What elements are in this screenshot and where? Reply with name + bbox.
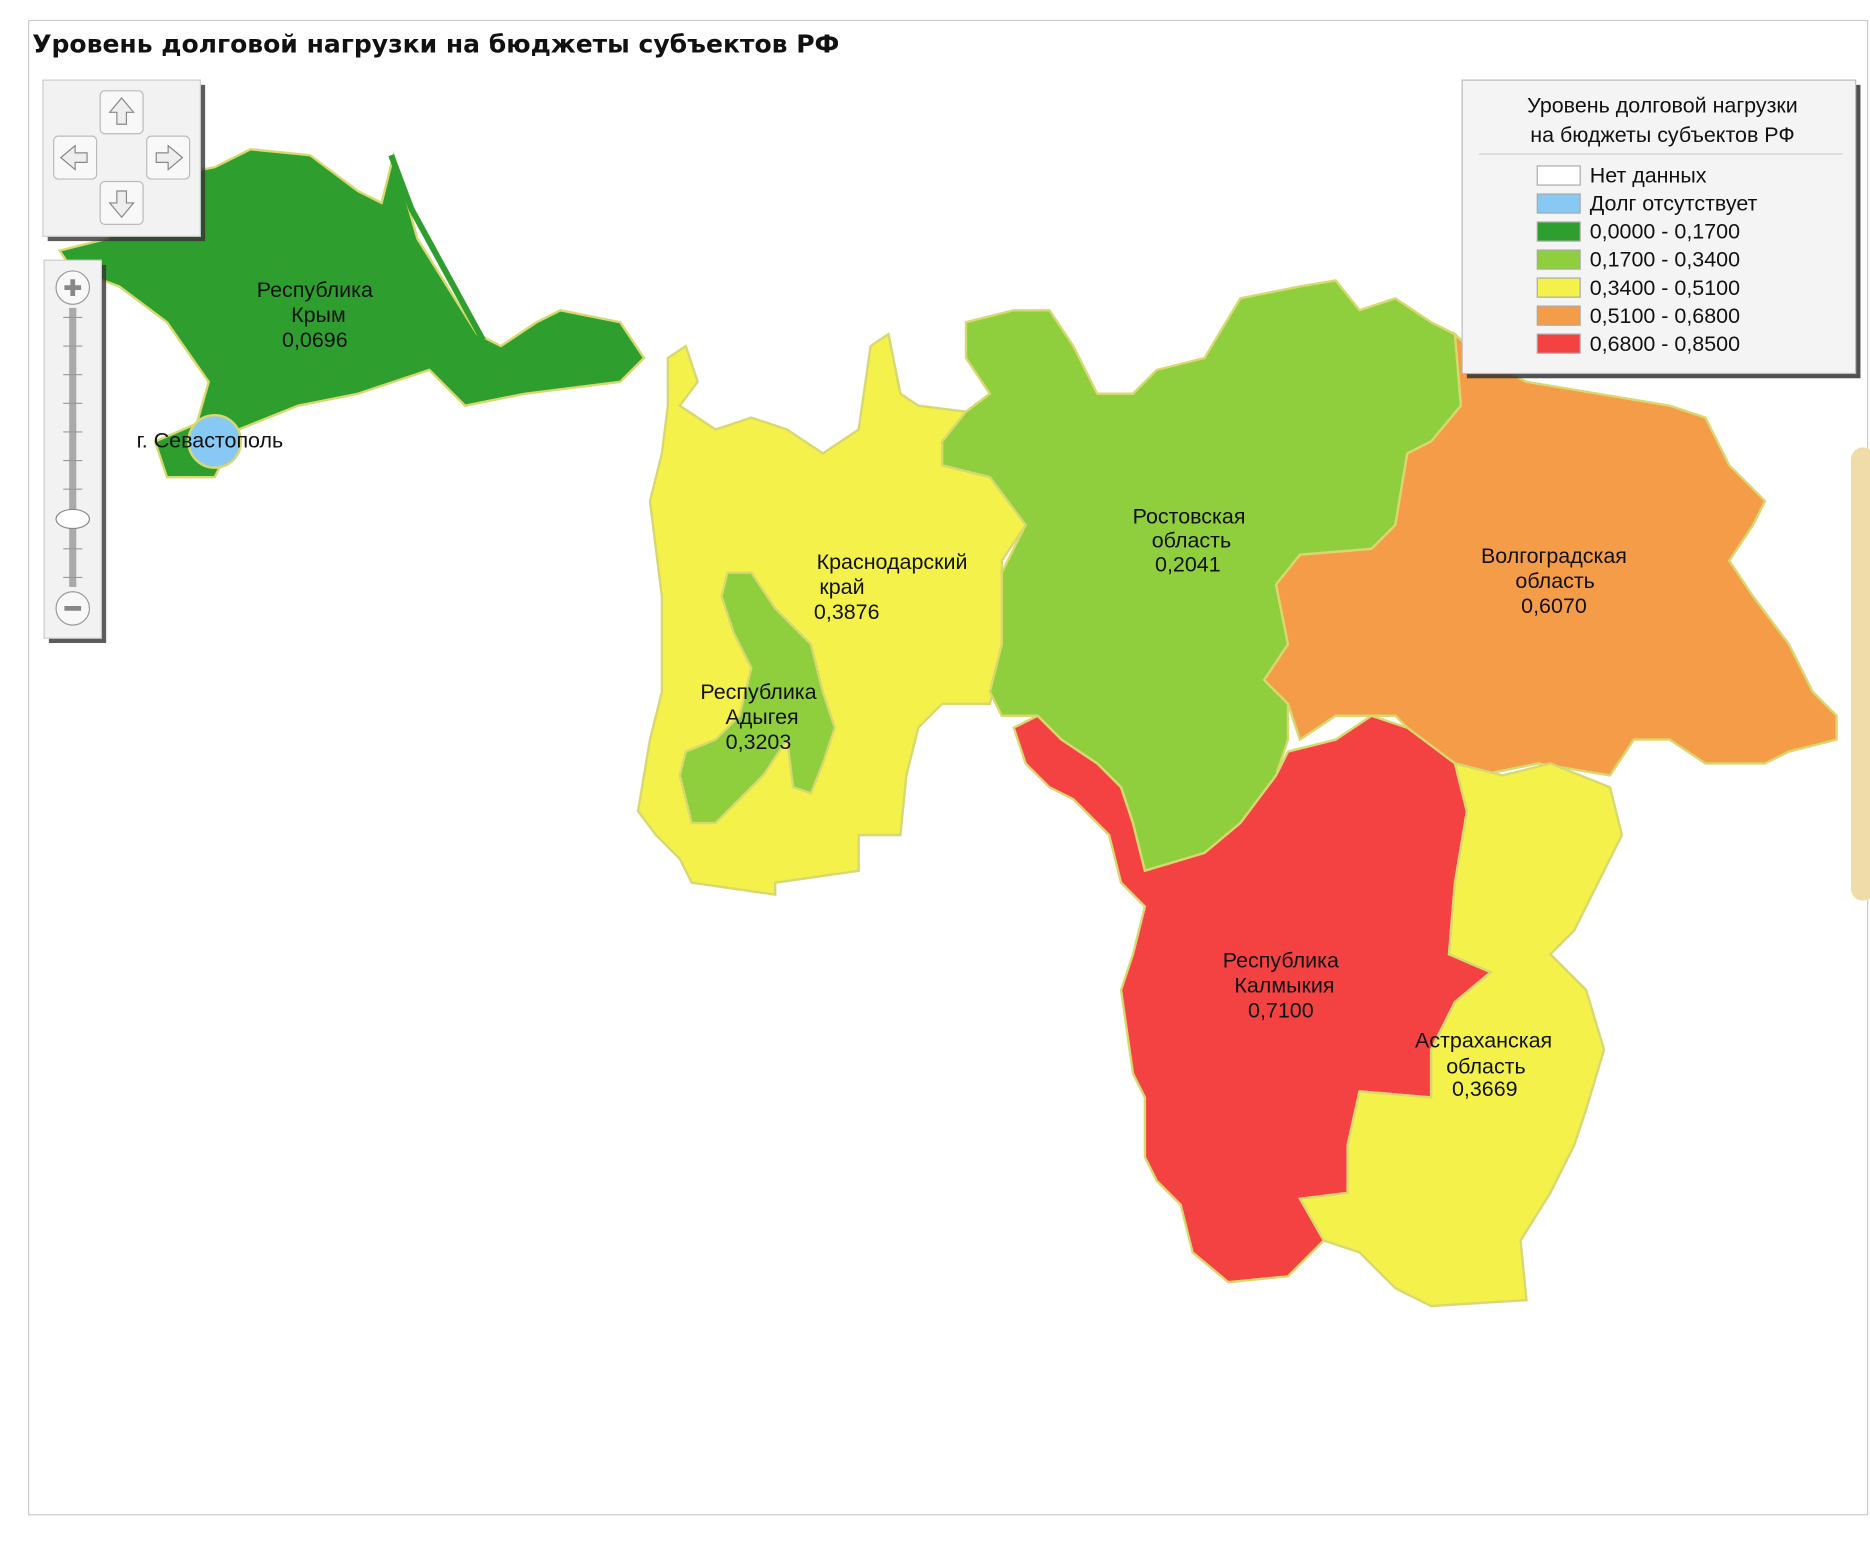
region-name: Калмыкия [1234, 973, 1334, 997]
region[interactable] [1262, 330, 1838, 777]
legend-swatch [1536, 165, 1581, 186]
region-name: Республика [257, 278, 373, 302]
region-labels: Республика Крым 0,0696 г. Севастополь Кр… [137, 278, 1627, 1101]
legend: Уровень долговой нагрузки на бюджеты суб… [1461, 79, 1861, 379]
zoom-control [43, 259, 107, 644]
pan-control [42, 79, 206, 242]
arabat-spit [388, 154, 486, 342]
region[interactable] [678, 571, 837, 825]
region-name: Астраханская [1415, 1028, 1552, 1052]
region-name: г. Севастополь [137, 428, 284, 452]
legend-swatch [1536, 333, 1581, 354]
region-value: 0,3876 [814, 600, 880, 624]
region-name: область [1446, 1055, 1525, 1079]
region[interactable] [1298, 761, 1624, 1308]
page-title: Уровень долговой нагрузки на бюджеты суб… [32, 30, 839, 59]
legend-label: 0,1700 - 0,3400 [1590, 248, 1740, 272]
region-name: Волгоградская [1481, 544, 1627, 568]
region-value: 0,3669 [1452, 1077, 1518, 1101]
region-name: Крым [291, 303, 346, 327]
legend-label: Долг отсутствует [1590, 192, 1758, 216]
legend-box [1461, 79, 1857, 375]
legend-label: Нет данных [1590, 164, 1707, 188]
region-value: 0,2041 [1155, 552, 1221, 576]
region-value: 0,0696 [282, 328, 348, 352]
legend-label: 0,6800 - 0,8500 [1590, 332, 1740, 356]
legend-swatch [1536, 193, 1581, 214]
zoom-ticks [63, 316, 83, 579]
zoom-thumb[interactable] [55, 508, 91, 530]
legend-swatch [1536, 221, 1581, 242]
legend-title: Уровень долговой нагрузки [1527, 93, 1798, 117]
side-tab[interactable] [1850, 447, 1870, 901]
legend-label: 0,0000 - 0,1700 [1590, 220, 1740, 244]
region-name: Республика [1223, 948, 1339, 972]
region-name: Республика [700, 680, 816, 704]
legend-label: 0,5100 - 0,6800 [1590, 304, 1740, 328]
legend-label: 0,3400 - 0,5100 [1590, 276, 1740, 300]
region-name: край [819, 575, 864, 599]
region-value: 0,6070 [1521, 594, 1587, 618]
legend-swatch [1536, 305, 1581, 326]
region[interactable] [187, 414, 243, 469]
legend-swatch [1536, 277, 1581, 298]
arrows [59, 97, 184, 219]
legend-title: на бюджеты субъектов РФ [1530, 123, 1794, 147]
region[interactable] [57, 148, 646, 479]
plus [64, 279, 82, 296]
region-name: Адыгея [725, 705, 798, 729]
region-value: 0,7100 [1248, 998, 1314, 1022]
region-name: область [1152, 529, 1231, 553]
legend-swatch [1536, 249, 1581, 270]
map [57, 148, 1838, 1308]
region-name: область [1515, 569, 1594, 593]
region-name: Ростовская [1133, 505, 1246, 529]
region-value: 0,3203 [726, 730, 792, 754]
region-name: Краснодарский [817, 550, 968, 574]
